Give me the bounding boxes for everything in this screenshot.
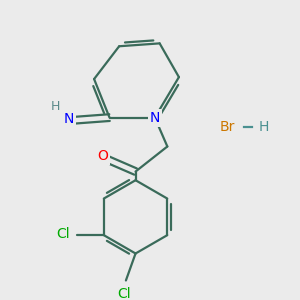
Text: H: H bbox=[259, 120, 269, 134]
Text: Br: Br bbox=[219, 120, 235, 134]
Text: N: N bbox=[150, 111, 160, 124]
Text: O: O bbox=[97, 149, 108, 163]
Text: H: H bbox=[51, 100, 60, 113]
Text: Cl: Cl bbox=[117, 287, 131, 300]
Text: Cl: Cl bbox=[56, 227, 70, 241]
Text: N: N bbox=[64, 112, 74, 126]
